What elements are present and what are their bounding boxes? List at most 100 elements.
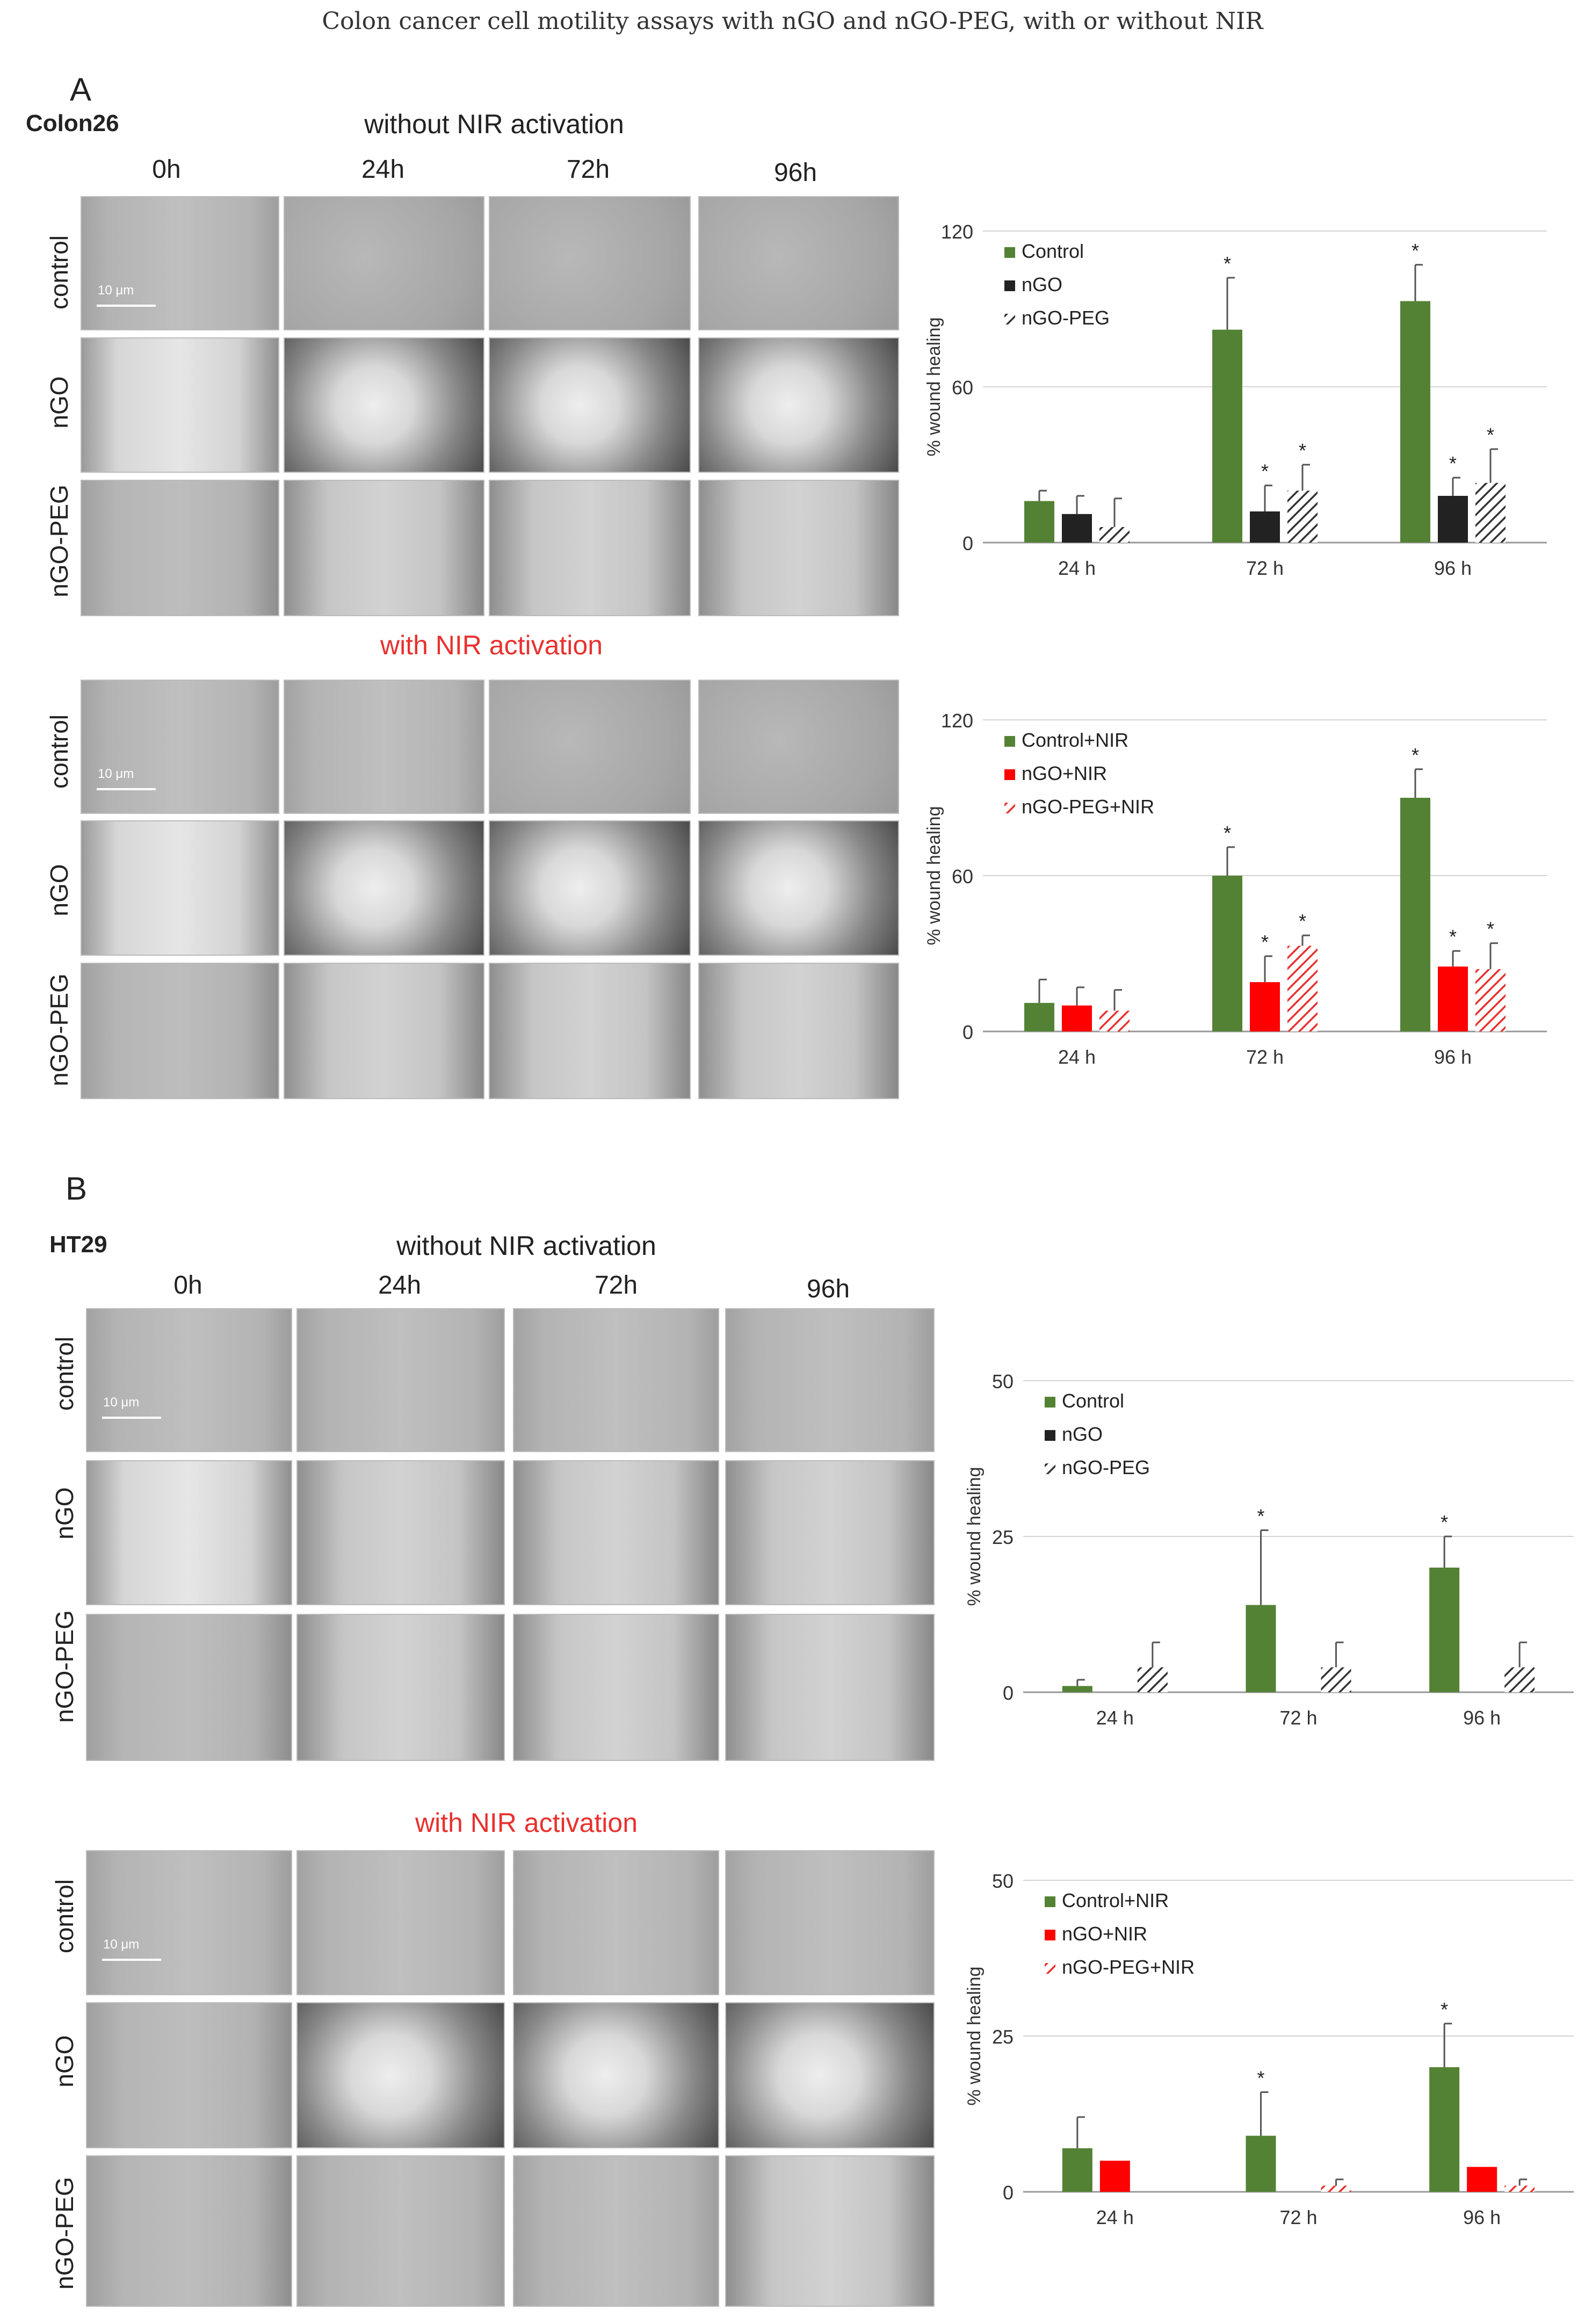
condition-label-b-without-nir: without NIR activation (396, 1231, 656, 1261)
legend-swatch (1045, 1397, 1055, 1408)
panel-letter-a: A (70, 71, 92, 107)
significance-star: * (1412, 240, 1419, 262)
x-tick-label: 96 h (1434, 557, 1472, 579)
significance-star: * (1299, 910, 1306, 932)
x-tick-label: 24 h (1096, 1707, 1134, 1729)
scale-bar-label: 10 μm (103, 1395, 140, 1410)
y-tick-label: 120 (941, 221, 973, 243)
legend-label: nGO-PEG (1062, 1456, 1150, 1478)
bar (1062, 1005, 1092, 1031)
row-label-ngo-peg: nGO-PEG (45, 973, 73, 1086)
bar-chart-colon26-without-nir: 0 60 120 % wound healing 24 h * * * 72 h * * * 96 h C… (913, 215, 1558, 602)
condition-label-a-with-nir: with NIR activation (380, 630, 603, 660)
legend-swatch (1004, 803, 1015, 813)
micrograph-control-72h (489, 196, 691, 330)
row-label-ngo: nGO (50, 1487, 78, 1540)
bar (1287, 946, 1318, 1031)
x-tick-label: 96 h (1434, 1046, 1472, 1068)
bar (1475, 969, 1506, 1031)
legend-swatch (1045, 1963, 1055, 1974)
bar (1212, 876, 1242, 1031)
micrograph-ngo-peg-nir-96h (698, 963, 899, 1099)
y-axis-label: % wound healing (924, 806, 944, 946)
bar (1400, 301, 1430, 543)
bar (1062, 1686, 1092, 1692)
micrograph-ht29-ngo-peg-nir-0h (86, 2155, 292, 2307)
micrograph-ht29-control-72h (513, 1308, 719, 1452)
y-axis-label: % wound healing (964, 1467, 985, 1606)
panel-letter-b: B (66, 1171, 88, 1207)
bar-chart-colon26-with-nir: 0 60 120 % wound healing 24 h * * * 72 h * * * 96 h C… (913, 704, 1558, 1091)
micrograph-ht29-ngo-nir-96h (725, 2002, 935, 2148)
significance-star: * (1261, 931, 1269, 953)
micrograph-ngo-peg-24h (284, 480, 484, 616)
y-tick-label: 50 (992, 1370, 1014, 1392)
micrograph-ht29-ngo-24h (296, 1460, 505, 1605)
condition-label-b-with-nir: with NIR activation (415, 1808, 638, 1838)
bar (1099, 1011, 1130, 1031)
micrograph-control-nir-72h (489, 680, 691, 814)
bar (1438, 966, 1468, 1031)
y-tick-label: 0 (1003, 1682, 1014, 1704)
chart-svg: 0 60 120 % wound healing 24 h * * * 72 h * * * 96 h C… (924, 221, 1547, 579)
micrograph-ht29-ngo-nir-72h (513, 2002, 719, 2148)
micrograph-ht29-ngo-0h (86, 1460, 292, 1605)
scale-bar-label: 10 μm (98, 283, 134, 298)
micrograph-ngo-nir-72h (489, 820, 691, 956)
micrograph-ngo-peg-nir-72h (489, 963, 691, 1099)
bar-chart-ht29-with-nir: 0 25 50 % wound healing 24 h * 72 h * 96 h Contro… (953, 1864, 1584, 2251)
bar (1467, 2167, 1497, 2192)
bar (1246, 2135, 1276, 2192)
legend-swatch (1004, 736, 1015, 747)
significance-star: * (1261, 460, 1269, 482)
micrograph-ht29-control-0h: 10 μm (86, 1308, 292, 1452)
micrograph-control-nir-24h (284, 680, 484, 814)
y-tick-label: 60 (952, 377, 973, 399)
legend-swatch (1045, 1896, 1055, 1907)
y-tick-label: 0 (962, 1021, 973, 1043)
legend-label: Control (1062, 1390, 1124, 1412)
micrograph-ngo-96h (698, 337, 899, 473)
timepoint-label: 72h (594, 1271, 638, 1300)
bar (1024, 501, 1054, 543)
micrograph-control-nir-0h: 10 μm (81, 680, 279, 814)
timepoint-label: 24h (361, 155, 405, 184)
micrograph-ngo-peg-nir-0h (81, 963, 279, 1099)
significance-star: * (1257, 2067, 1264, 2089)
bar (1024, 1002, 1054, 1031)
micrograph-ht29-ngo-peg-72h (513, 1614, 719, 1761)
micrograph-ht29-ngo-peg-nir-24h (296, 2155, 505, 2307)
x-tick-label: 96 h (1463, 1707, 1501, 1729)
micrograph-ngo-24h (284, 337, 484, 473)
scale-bar (102, 1959, 161, 1961)
micrograph-ngo-nir-0h (81, 820, 279, 956)
y-tick-label: 120 (941, 710, 973, 732)
micrograph-ht29-ngo-peg-24h (296, 1614, 505, 1761)
micrograph-ht29-control-nir-24h (296, 1850, 505, 1995)
micrograph-ht29-control-96h (725, 1308, 935, 1452)
bar-chart-ht29-without-nir: 0 25 50 % wound healing 24 h * 72 h * 96 h Contro… (953, 1365, 1584, 1751)
micrograph-ht29-control-nir-0h: 10 μm (86, 1850, 292, 1995)
micrograph-ngo-peg-0h (81, 480, 279, 616)
cell-line-label-a: Colon26 (26, 110, 119, 136)
y-tick-label: 60 (952, 865, 973, 887)
legend-label: nGO+NIR (1022, 762, 1107, 784)
significance-star: * (1224, 252, 1231, 275)
legend-label: Control+NIR (1022, 729, 1128, 751)
scale-bar (97, 305, 156, 307)
legend-label: nGO (1022, 273, 1062, 295)
significance-star: * (1487, 918, 1494, 940)
x-tick-label: 96 h (1463, 2206, 1501, 2228)
significance-star: * (1449, 926, 1457, 948)
x-tick-label: 24 h (1058, 1046, 1096, 1068)
legend-swatch (1004, 280, 1015, 291)
bar (1429, 2067, 1460, 2192)
significance-star: * (1299, 439, 1306, 461)
x-tick-label: 72 h (1246, 1046, 1284, 1068)
micrograph-ngo-peg-96h (698, 480, 899, 616)
bar (1099, 527, 1130, 543)
micrograph-ht29-ngo-96h (725, 1460, 935, 1605)
row-label-control: control (45, 714, 73, 789)
cell-line-label-b: HT29 (49, 1231, 107, 1258)
bar (1504, 2185, 1535, 2192)
